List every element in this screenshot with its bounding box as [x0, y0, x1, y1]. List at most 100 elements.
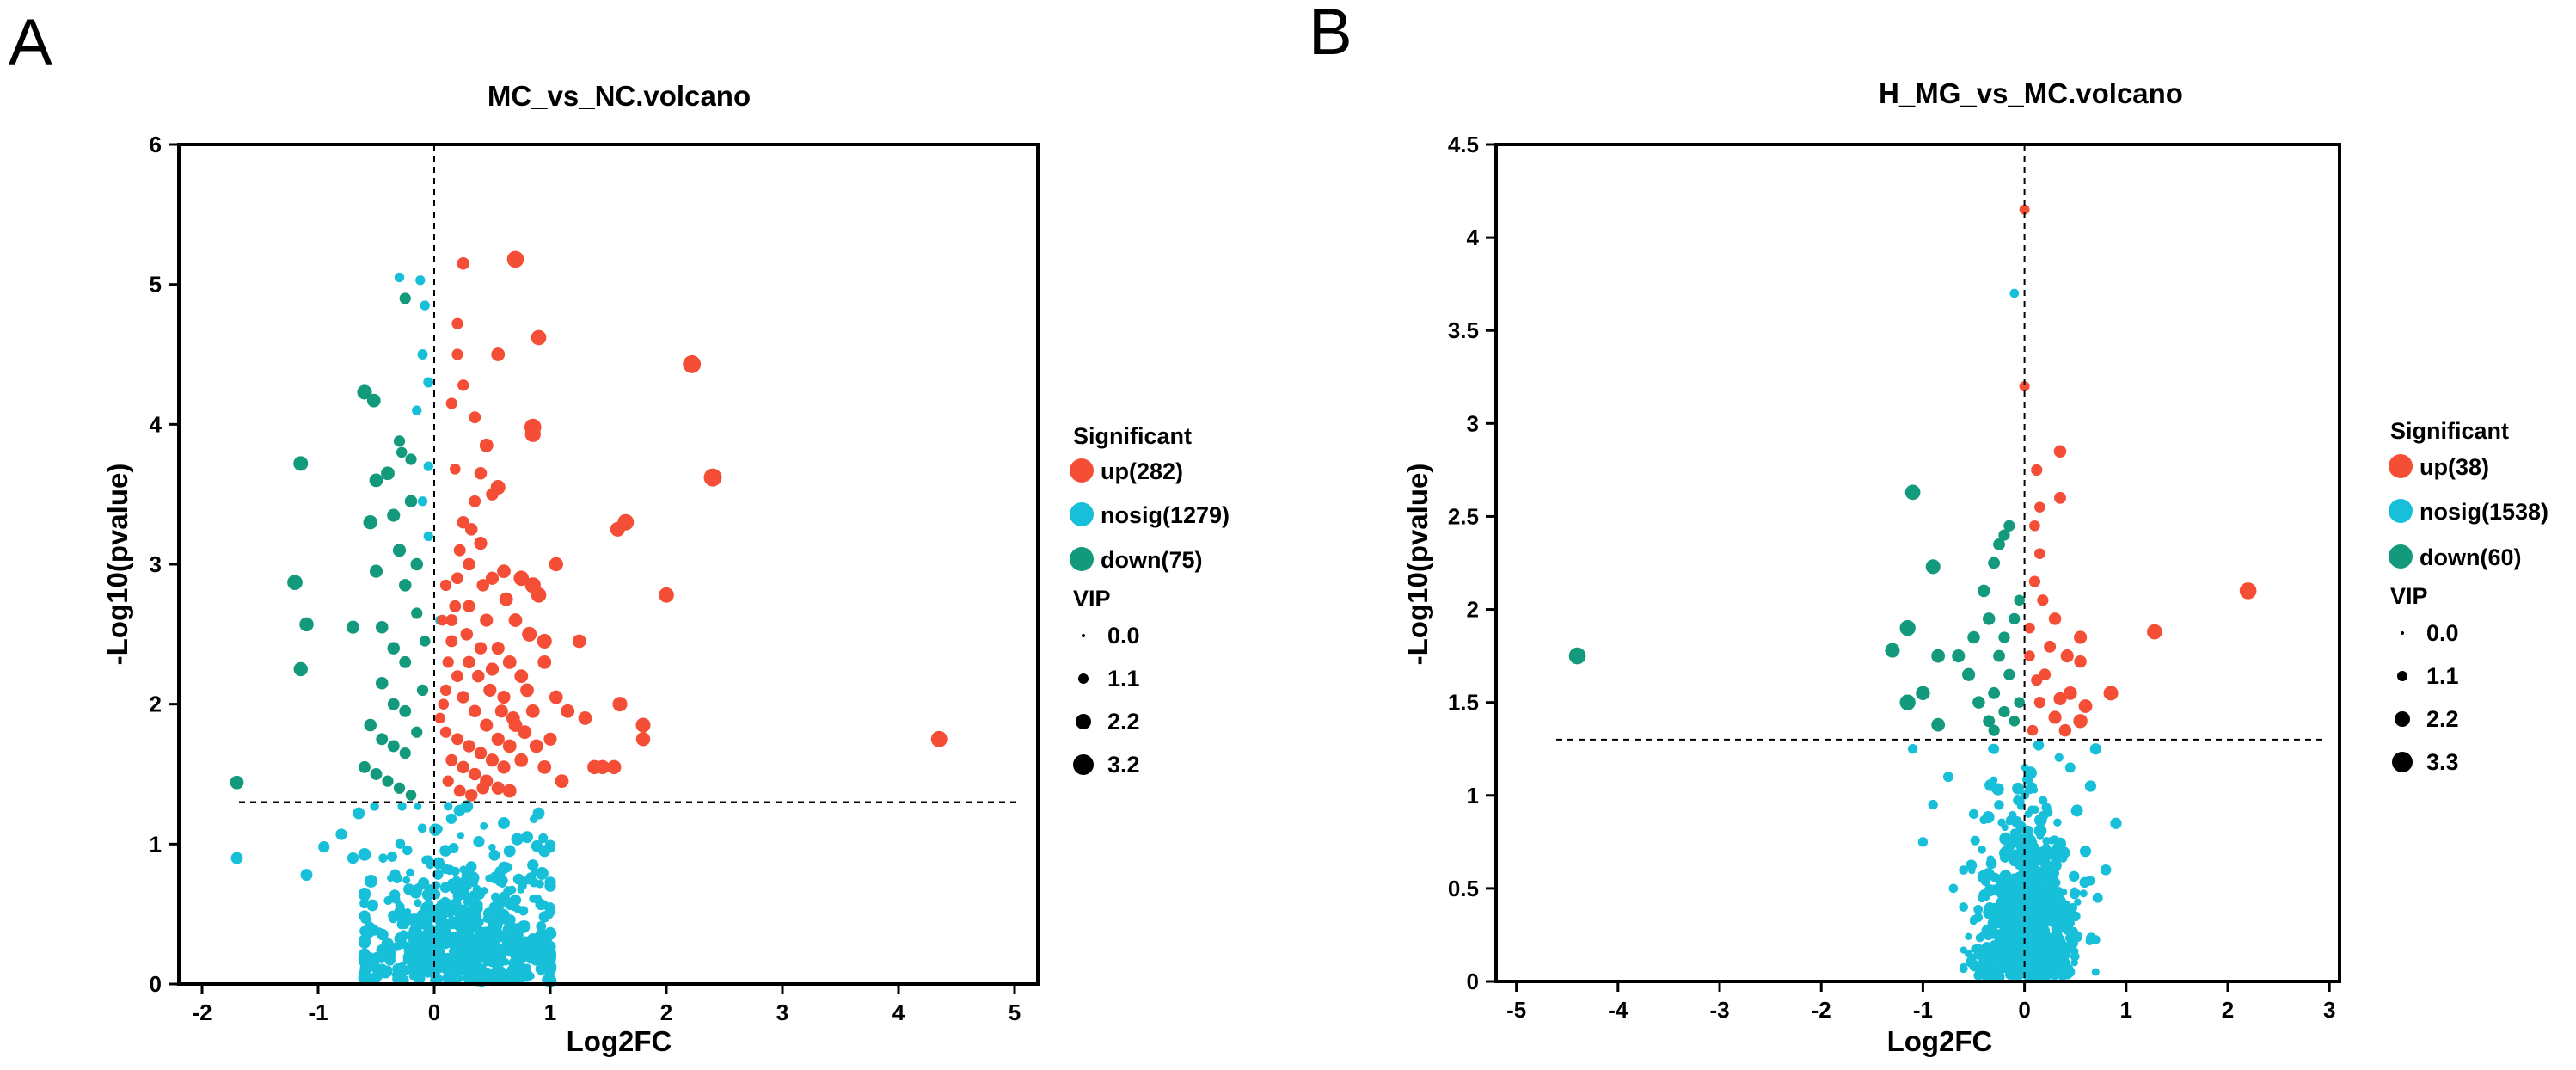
point-nosig-a [460, 933, 469, 942]
legend-vip-size-2-b [2395, 711, 2410, 727]
x-tick-label-a: 4 [892, 999, 905, 1025]
point-nosig-b [2110, 817, 2122, 829]
point-up-b [2019, 381, 2030, 392]
point-nosig-a [417, 921, 425, 930]
point-nosig-a [396, 908, 403, 916]
point-up-a [451, 572, 463, 585]
point-up-b [2054, 491, 2066, 504]
point-down-b [1962, 667, 1976, 681]
point-nosig-a [412, 405, 422, 415]
point-up-b [2063, 686, 2077, 700]
point-nosig-a [530, 869, 539, 877]
point-up-a [502, 655, 517, 669]
point-nosig-b [2027, 953, 2036, 962]
point-nosig-b [2070, 951, 2080, 962]
point-nosig-b [1979, 930, 1989, 939]
point-nosig-a [544, 880, 556, 892]
point-nosig-b [2024, 962, 2036, 974]
point-nosig-a [449, 898, 462, 911]
legend-vip-size-1-a [1078, 673, 1089, 684]
legend-vip-label-2-a: 2.2 [1107, 709, 1140, 735]
point-nosig-b [2014, 958, 2021, 966]
point-nosig-a [517, 885, 525, 894]
point-up-a [445, 753, 458, 766]
point-down-b [1998, 631, 2010, 643]
point-nosig-b [1997, 818, 2006, 827]
point-nosig-a [472, 890, 481, 900]
point-nosig-b [2035, 907, 2046, 919]
point-nosig-b [1991, 783, 2004, 796]
point-up-b [2019, 204, 2030, 215]
point-nosig-a [395, 914, 402, 922]
point-down-a [387, 740, 400, 753]
point-down-a [411, 607, 423, 619]
point-nosig-a [523, 963, 531, 972]
point-nosig-a [538, 833, 549, 844]
point-up-a [472, 669, 485, 683]
point-nosig-a [494, 874, 507, 887]
point-nosig-a [543, 960, 557, 974]
point-nosig-b [1972, 951, 1982, 960]
point-nosig-b [2051, 939, 2060, 949]
point-nosig-a [488, 843, 496, 852]
y-tick-label-a: 3 [150, 551, 162, 577]
point-nosig-b [1959, 902, 1969, 912]
legend-vip-size-1-b [2397, 671, 2407, 681]
point-nosig-b [2033, 949, 2042, 958]
point-nosig-a [452, 876, 461, 884]
point-nosig-a [511, 833, 524, 846]
point-down-b [2014, 594, 2025, 606]
point-up-b [2028, 575, 2041, 587]
legend-label-nosig-b: nosig(1538) [2420, 499, 2548, 525]
point-nosig-a [366, 899, 379, 912]
legend-title-vip-a: VIP [1073, 586, 1111, 612]
point-down-a [387, 508, 401, 522]
point-down-b [1931, 717, 1946, 732]
point-up-a [502, 784, 517, 798]
legend-title-vip-b: VIP [2390, 583, 2428, 609]
point-nosig-b [2033, 824, 2047, 838]
point-up-a [437, 614, 448, 626]
point-nosig-b [2028, 841, 2039, 852]
point-nosig-a [381, 969, 389, 977]
point-down-b [2014, 697, 2025, 708]
point-up-a [491, 732, 505, 746]
legend-vip-label-1-a: 1.1 [1107, 666, 1140, 692]
point-nosig-a [420, 962, 430, 971]
point-down-a [359, 760, 371, 773]
point-up-a [474, 467, 488, 480]
point-nosig-b [2024, 784, 2035, 795]
x-tick-label-b: -5 [1506, 997, 1526, 1023]
point-nosig-b [1960, 962, 1967, 971]
point-nosig-b [1985, 858, 1997, 870]
point-nosig-a [367, 959, 380, 972]
point-up-a [529, 739, 543, 753]
point-down-b [2009, 612, 2021, 624]
point-nosig-b [2057, 966, 2064, 975]
point-nosig-a [394, 932, 407, 945]
point-up-a [514, 753, 529, 767]
point-nosig-a [359, 889, 371, 901]
legend-label-down-a: down(75) [1101, 547, 1203, 573]
point-nosig-a [391, 895, 401, 904]
legend-swatch-down-a [1070, 547, 1094, 571]
point-up-a [464, 523, 478, 536]
point-up-a [524, 426, 541, 442]
x-tick-label-a: 2 [660, 999, 672, 1025]
point-nosig-b [1989, 743, 2000, 754]
point-nosig-b [1907, 744, 1918, 754]
legend-swatch-up-b [2389, 454, 2413, 478]
point-nosig-a [505, 937, 515, 947]
point-down-a [399, 704, 412, 717]
point-nosig-b [2037, 918, 2047, 928]
point-nosig-a [415, 275, 426, 286]
point-up-a [572, 634, 586, 649]
point-nosig-b [2058, 854, 2068, 863]
point-nosig-b [2039, 796, 2048, 805]
point-nosig-a [405, 913, 418, 926]
point-nosig-a [421, 888, 435, 901]
point-nosig-a [402, 845, 413, 856]
point-down-a [230, 775, 244, 790]
x-axis-label-a: Log2FC [567, 1025, 672, 1057]
point-down-a [387, 698, 400, 710]
